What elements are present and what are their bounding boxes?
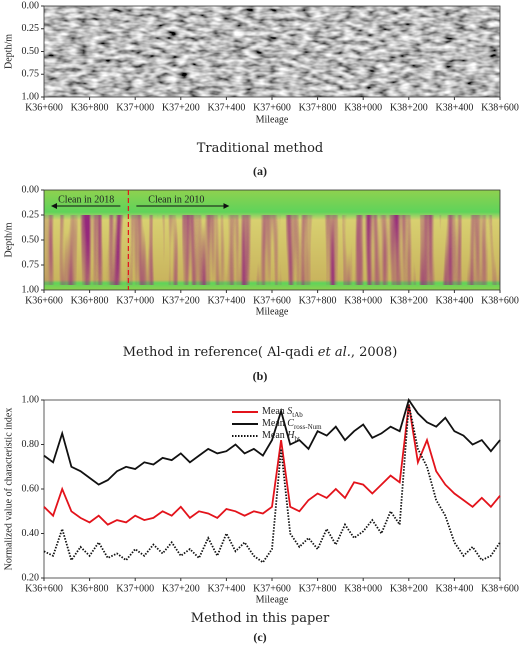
legend-name: Mean bbox=[262, 430, 285, 441]
spectrogram-texture bbox=[44, 215, 500, 285]
x-tick-label: K37+000 bbox=[116, 583, 154, 594]
legend-subscript: bt bbox=[295, 435, 301, 443]
x-tick-label: K38+400 bbox=[435, 102, 473, 113]
y-tick-label: 0.75 bbox=[22, 69, 40, 80]
x-tick-label: K37+000 bbox=[116, 295, 154, 306]
x-tick-label: K38+200 bbox=[390, 583, 428, 594]
caption: Method in this paper bbox=[191, 611, 330, 626]
legend-symbol: H bbox=[286, 430, 295, 441]
caption-part: et al. bbox=[318, 345, 351, 360]
caption-part: Method in this paper bbox=[191, 611, 330, 626]
y-tick-label: 0.50 bbox=[22, 234, 40, 245]
x-tick-label: K37+800 bbox=[299, 102, 337, 113]
panel-label: (a) bbox=[253, 164, 267, 178]
x-tick-label: K38+400 bbox=[435, 295, 473, 306]
x-tick-label: K37+200 bbox=[162, 295, 200, 306]
y-axis-label: Depth/m bbox=[3, 222, 14, 257]
x-tick-label: K36+800 bbox=[71, 583, 109, 594]
x-tick-label: K37+800 bbox=[299, 295, 337, 306]
y-tick-label: 1.00 bbox=[22, 284, 40, 295]
legend-symbol: S bbox=[287, 406, 292, 417]
legend-label: Mean Hbt bbox=[262, 430, 300, 442]
annotation: Clean in 2010 bbox=[148, 194, 204, 205]
legend-subscript: tAb bbox=[292, 411, 303, 419]
y-tick-label: 0.75 bbox=[22, 259, 40, 270]
x-tick-label: K36+800 bbox=[71, 295, 109, 306]
x-tick-label: K37+600 bbox=[253, 583, 291, 594]
y-tick-label: 0.80 bbox=[22, 439, 40, 450]
x-tick-label: K38+400 bbox=[435, 583, 473, 594]
panel-label: (b) bbox=[253, 369, 268, 383]
x-tick-label: K37+200 bbox=[162, 102, 200, 113]
x-axis-label: Mileage bbox=[256, 306, 289, 317]
y-tick-label: 0.50 bbox=[22, 46, 40, 57]
legend-label: Mean StAb bbox=[262, 406, 303, 418]
legend-subscript: ross-Num bbox=[294, 423, 322, 431]
radargram bbox=[44, 6, 500, 97]
x-tick-label: K37+600 bbox=[253, 295, 291, 306]
x-tick-label: K38+200 bbox=[390, 102, 428, 113]
x-tick-label: K37+400 bbox=[207, 583, 245, 594]
y-axis-label: Depth/m bbox=[3, 34, 14, 69]
caption-part: Traditional method bbox=[197, 141, 324, 156]
x-tick-label: K38+000 bbox=[344, 102, 382, 113]
series-line bbox=[43, 404, 501, 526]
x-axis-label: Mileage bbox=[256, 114, 289, 125]
legend-name: Mean bbox=[262, 406, 285, 417]
x-tick-label: K37+600 bbox=[253, 102, 291, 113]
x-tick-label: K36+600 bbox=[25, 295, 63, 306]
y-tick-label: 0.20 bbox=[22, 572, 40, 583]
x-tick-label: K38+200 bbox=[390, 295, 428, 306]
x-tick-label: K37+000 bbox=[116, 102, 154, 113]
annotation: Clean in 2018 bbox=[58, 194, 114, 205]
legend-label: Mean Cross-Num bbox=[262, 418, 322, 430]
y-tick-label: 0.25 bbox=[22, 209, 40, 220]
y-tick-label: 0.00 bbox=[22, 0, 40, 11]
legend-symbol: C bbox=[287, 418, 294, 429]
x-tick-label: K37+200 bbox=[162, 583, 200, 594]
x-tick-label: K37+400 bbox=[207, 295, 245, 306]
x-tick-label: K36+800 bbox=[71, 102, 109, 113]
y-tick-label: 0.00 bbox=[22, 184, 40, 195]
x-tick-label: K38+000 bbox=[344, 295, 382, 306]
caption: Traditional method bbox=[197, 141, 324, 156]
y-axis-label: Normalized value of characteristic index bbox=[3, 408, 14, 571]
caption-part: , 2008) bbox=[351, 345, 397, 360]
x-axis-label: Mileage bbox=[256, 594, 289, 605]
y-tick-label: 0.25 bbox=[22, 23, 40, 34]
x-tick-label: K38+600 bbox=[481, 102, 519, 113]
caption: Method in reference( Al-qadi et al., 200… bbox=[123, 345, 398, 360]
panel-label: (c) bbox=[253, 630, 266, 644]
y-tick-label: 0.40 bbox=[22, 528, 40, 539]
x-tick-label: K36+600 bbox=[25, 102, 63, 113]
x-tick-label: K38+600 bbox=[481, 295, 519, 306]
x-tick-label: K37+400 bbox=[207, 102, 245, 113]
caption-part: Method in reference( Al-qadi bbox=[123, 345, 318, 360]
series-line bbox=[43, 397, 501, 486]
x-tick-label: K38+000 bbox=[344, 583, 382, 594]
series-line bbox=[43, 404, 501, 564]
y-tick-label: 0.60 bbox=[22, 483, 40, 494]
legend-name: Mean bbox=[262, 418, 285, 429]
x-tick-label: K36+600 bbox=[25, 583, 63, 594]
x-tick-label: K38+600 bbox=[481, 583, 519, 594]
y-tick-label: 1.00 bbox=[22, 394, 40, 405]
x-tick-label: K37+800 bbox=[299, 583, 337, 594]
y-tick-label: 1.00 bbox=[22, 91, 40, 102]
